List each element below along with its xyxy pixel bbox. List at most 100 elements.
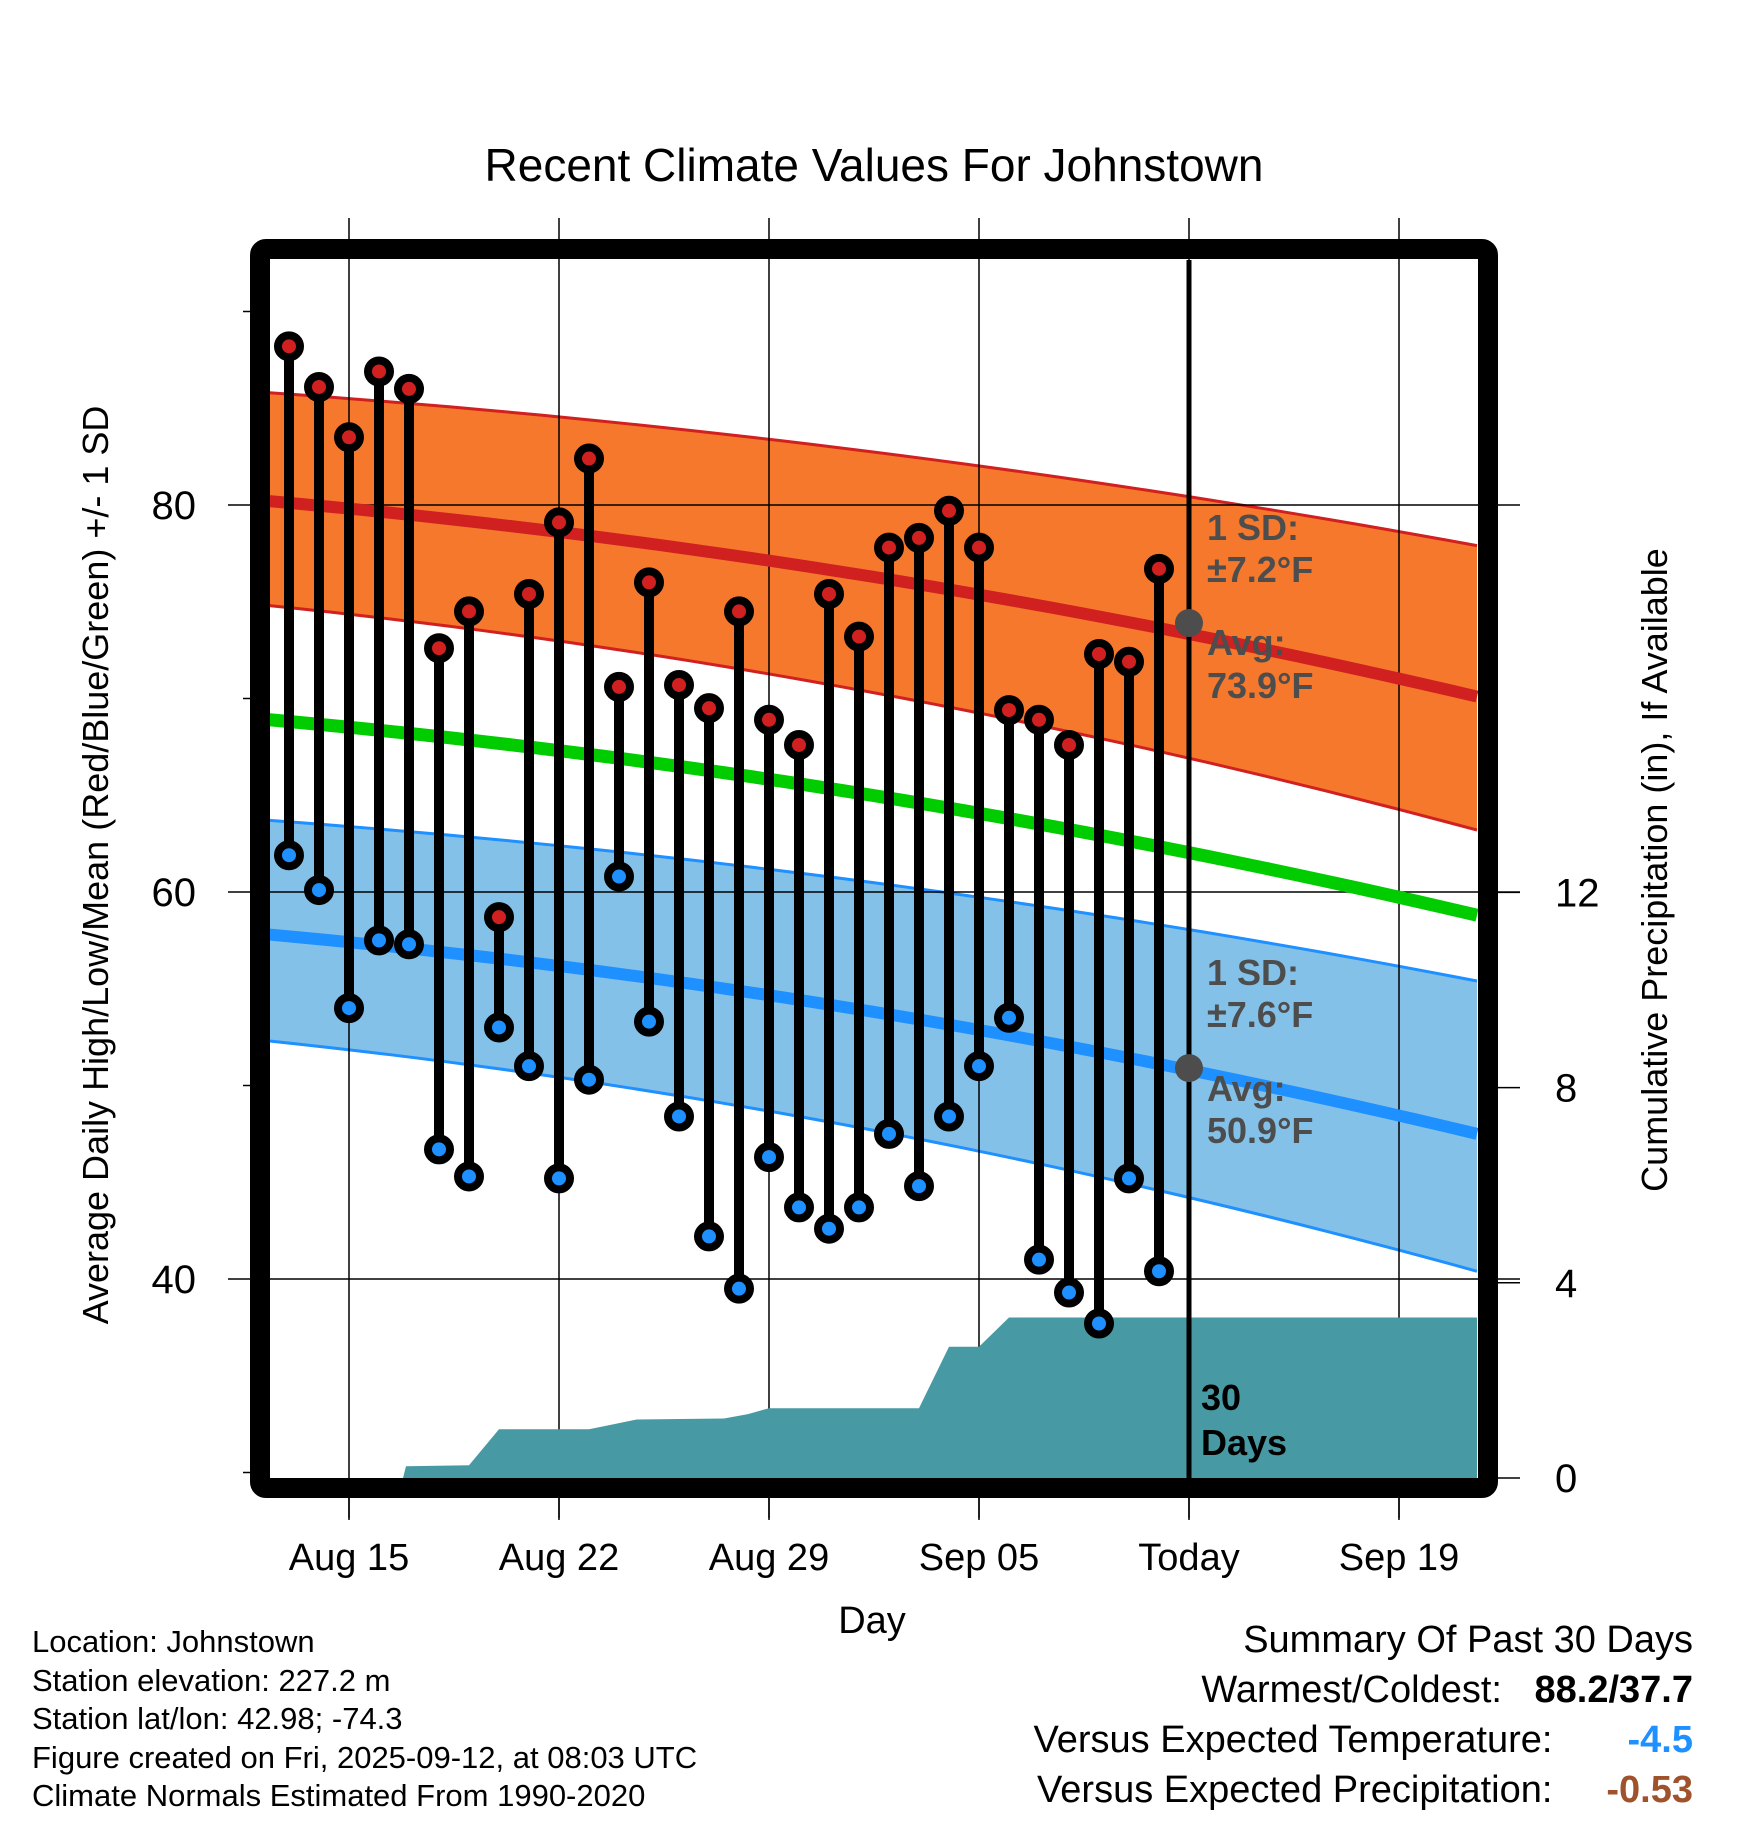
high-temp-point: [574, 443, 604, 474]
x-tick-label: Sep 05: [919, 1537, 1039, 1579]
high-sd-band-upper-edge: [269, 391, 1478, 548]
high-temp-point: [304, 371, 334, 402]
low-temp-point: [1054, 1277, 1084, 1308]
temperature-stems: [274, 331, 1174, 1339]
x-tick-label: Today: [1138, 1537, 1239, 1579]
high-temp-point: [874, 532, 904, 563]
low-temp-point: [1114, 1163, 1144, 1194]
low-temp-point: [394, 929, 424, 960]
plot-frame: [250, 239, 1498, 1498]
high-temp-point: [1054, 729, 1084, 760]
high-temp-point: [1084, 638, 1114, 669]
high-temp-point: [1144, 553, 1174, 584]
created-text: Figure created on Fri, 2025-09-12, at 08…: [32, 1739, 698, 1775]
y-tick-label: 60: [152, 871, 197, 915]
y-right-tick-label: 4: [1555, 1262, 1577, 1306]
low-temp-point: [934, 1101, 964, 1132]
elevation-text: Station elevation: 227.2 m: [32, 1662, 391, 1698]
precipitation-area: [270, 1317, 1477, 1478]
low-temp-point: [604, 861, 634, 892]
high-temp-point: [1024, 704, 1054, 735]
high-temp-point: [724, 596, 754, 627]
high-temp-point: [754, 704, 784, 735]
summary-temp-row: Versus Expected Temperature: -4.5: [1034, 1715, 1693, 1765]
low-temp-point: [304, 875, 334, 906]
low-temp-point: [1144, 1256, 1174, 1287]
low-temp-point: [424, 1134, 454, 1165]
temp-value: -4.5: [1627, 1719, 1693, 1761]
x-tick-label: Sep 19: [1339, 1537, 1459, 1579]
normals-text: Climate Normals Estimated From 1990-2020: [32, 1778, 646, 1813]
low-temp-point: [664, 1101, 694, 1132]
y-right-tick-label: 12: [1555, 871, 1600, 915]
high-temp-point: [784, 729, 814, 760]
summary-warmest-row: Warmest/Coldest: 88.2/37.7: [1034, 1665, 1693, 1715]
period-label-unit: Days: [1201, 1422, 1287, 1463]
summary-title: Summary Of Past 30 Days: [1243, 1619, 1693, 1661]
low-temp-point: [484, 1012, 514, 1043]
low-temp-point: [964, 1051, 994, 1082]
low-avg-label: Avg:: [1207, 1068, 1286, 1109]
high-temp-point: [694, 693, 724, 724]
location-text: Location: Johnstown: [32, 1624, 315, 1659]
high-temp-point: [544, 507, 574, 538]
low-temp-point: [694, 1221, 724, 1252]
low-temp-point: [784, 1192, 814, 1223]
normal-bands: [269, 391, 1478, 1273]
low-temp-point: [1024, 1244, 1054, 1275]
high-sd-value: ±7.2°F: [1207, 549, 1313, 590]
high-temp-point: [1114, 646, 1144, 677]
y-right-tick-label: 8: [1555, 1067, 1577, 1111]
high-sd-label: 1 SD:: [1207, 507, 1299, 548]
high-temp-point: [334, 422, 364, 453]
high-temp-point: [964, 532, 994, 563]
high-temp-point: [844, 621, 874, 652]
low-temp-point: [904, 1171, 934, 1202]
y-right-tick-label: 0: [1555, 1457, 1577, 1501]
high-temp-point: [904, 522, 934, 553]
y-axis-label-right: Cumulative Precipitation (in), If Availa…: [1634, 548, 1675, 1192]
low-temp-point: [634, 1006, 664, 1037]
today-high-avg-marker: [1175, 609, 1203, 638]
warmest-label: Warmest/Coldest:: [1201, 1669, 1502, 1711]
x-tick-label: Aug 29: [709, 1537, 829, 1579]
x-axis-label: Day: [838, 1600, 906, 1642]
low-temp-point: [454, 1161, 484, 1192]
low-avg-value: 50.9°F: [1207, 1110, 1313, 1151]
axes: Aug 15 Aug 22 Aug 29 Sep 05 Today Sep 1940608…: [152, 310, 1600, 1579]
x-tick-label: Aug 15: [289, 1537, 409, 1579]
high-temp-point: [664, 669, 694, 700]
y-tick-label: 80: [152, 484, 197, 528]
low-temp-point: [814, 1213, 844, 1244]
high-sd-band: [269, 392, 1477, 831]
precip-value: -0.53: [1606, 1769, 1693, 1811]
y-tick-label: 40: [152, 1258, 197, 1302]
high-temp-point: [934, 495, 964, 526]
low-temp-point: [994, 1002, 1024, 1033]
high-avg-value: 73.9°F: [1207, 665, 1313, 706]
precipitation-fill: [270, 1317, 1477, 1478]
low-temp-point: [514, 1051, 544, 1082]
low-temp-point: [274, 840, 304, 871]
station-info: Location: Johnstown Station elevation: 2…: [32, 1623, 697, 1816]
high-temp-point: [424, 633, 454, 664]
low-temp-point: [1084, 1308, 1114, 1339]
high-normal-line: [268, 495, 1479, 703]
period-label-number: 30: [1201, 1377, 1241, 1418]
high-temp-point: [994, 695, 1024, 726]
high-temp-point: [634, 567, 664, 598]
plot-border: [250, 239, 1498, 1498]
low-temp-point: [754, 1142, 784, 1173]
precip-label: Versus Expected Precipitation:: [1037, 1769, 1553, 1811]
high-temp-point: [364, 356, 394, 387]
latlon-text: Station lat/lon: 42.98; -74.3: [32, 1701, 403, 1736]
high-temp-point: [514, 579, 544, 610]
y-axis-label-left: Average Daily High/Low/Mean (Red/Blue/Gr…: [75, 405, 116, 1325]
low-sd-band: [269, 820, 1477, 1272]
high-temp-point: [394, 373, 424, 404]
low-sd-value: ±7.6°F: [1207, 994, 1313, 1035]
low-temp-point: [544, 1163, 574, 1194]
high-temp-point: [604, 671, 634, 702]
summary-precip-row: Versus Expected Precipitation: -0.53: [1034, 1765, 1693, 1815]
